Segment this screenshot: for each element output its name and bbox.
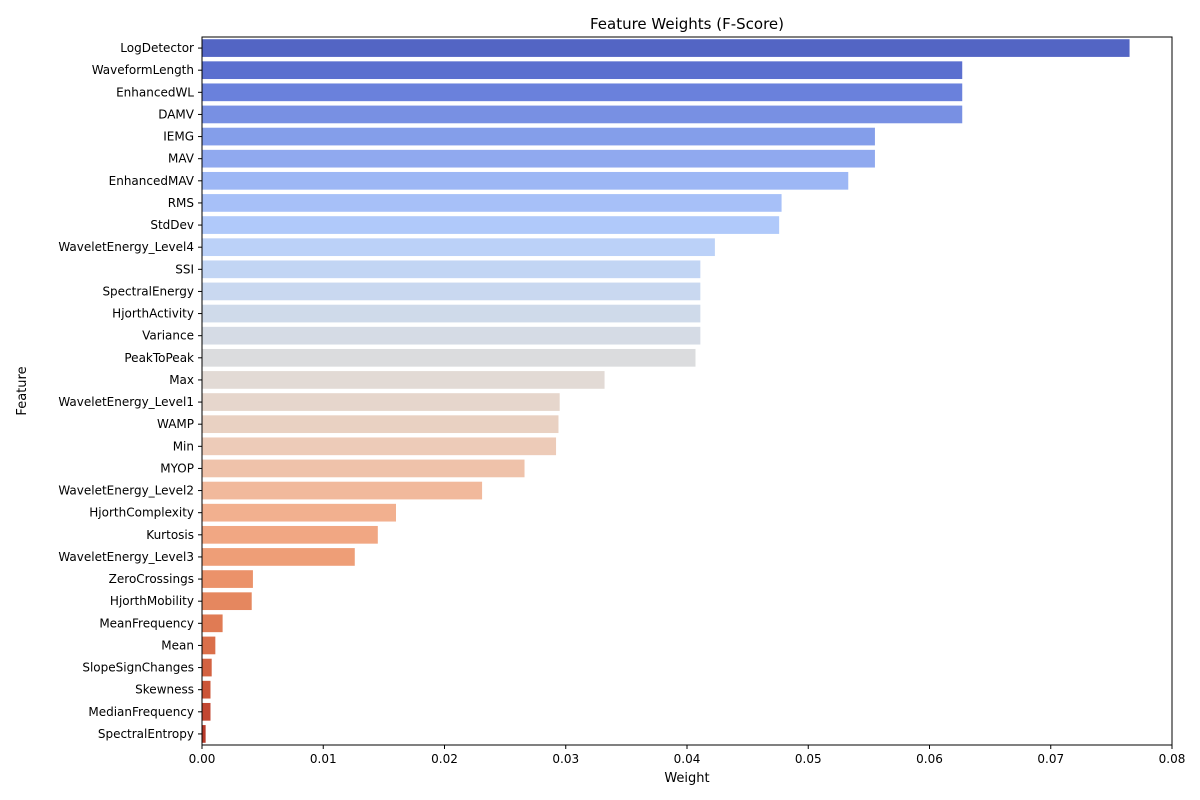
bar-WaveletEnergy_Level2 [202, 481, 483, 500]
y-tick-label: IEMG [163, 130, 194, 144]
y-tick-label: PeakToPeak [124, 351, 194, 365]
bar-Mean [202, 636, 216, 655]
bar-EnhancedMAV [202, 171, 849, 190]
bar-ZeroCrossings [202, 570, 253, 588]
x-tick-label: 0.05 [795, 752, 822, 766]
x-tick-label: 0.04 [674, 752, 701, 766]
x-tick-label: 0.02 [431, 752, 458, 766]
x-tick-label: 0.01 [310, 752, 337, 766]
y-tick-label: MeanFrequency [99, 616, 194, 630]
y-tick-label: RMS [168, 196, 194, 210]
y-tick-label: SpectralEnergy [102, 284, 194, 298]
bar-Min [202, 437, 557, 456]
bar-LogDetector [202, 39, 1130, 57]
bar-RMS [202, 194, 782, 212]
bar-StdDev [202, 216, 780, 234]
y-tick-label: LogDetector [120, 41, 194, 55]
bar-WaveformLength [202, 61, 963, 80]
bar-WaveletEnergy_Level3 [202, 548, 355, 566]
y-tick-label: Max [169, 373, 194, 387]
bar-HjorthMobility [202, 592, 252, 611]
bar-SpectralEntropy [202, 725, 206, 743]
bar-EnhancedWL [202, 83, 963, 102]
y-tick-label: DAMV [158, 107, 195, 121]
y-tick-label: WaveletEnergy_Level1 [58, 395, 194, 409]
bar-HjorthActivity [202, 304, 701, 323]
bar-HjorthComplexity [202, 503, 396, 522]
y-tick-label: MYOP [160, 461, 194, 475]
bar-Skewness [202, 680, 211, 699]
y-tick-label: WAMP [157, 417, 194, 431]
y-tick-label: SSI [175, 262, 194, 276]
y-axis-ticks: LogDetector WaveformLength EnhancedWL DAMV I… [58, 41, 202, 741]
y-tick-label: WaveformLength [92, 63, 194, 77]
bars-layer [202, 39, 1130, 743]
y-tick-label: WaveletEnergy_Level3 [58, 550, 194, 564]
chart-title: Feature Weights (F-Score) [590, 15, 784, 33]
x-axis-ticks: 0.00 0.01 0.02 0.03 0.04 0.05 0.06 0.07 0.08 [189, 745, 1186, 766]
y-tick-label: EnhancedWL [116, 85, 194, 99]
bar-WaveletEnergy_Level1 [202, 393, 560, 411]
x-tick-label: 0.07 [1037, 752, 1064, 766]
y-axis-title: Feature [15, 366, 30, 415]
bar-MeanFrequency [202, 614, 223, 633]
y-tick-label: Mean [161, 638, 194, 652]
bar-SpectralEnergy [202, 282, 701, 301]
y-tick-label: MAV [168, 152, 195, 166]
y-tick-label: StdDev [150, 218, 194, 232]
y-tick-label: Skewness [135, 683, 194, 697]
bar-PeakToPeak [202, 348, 696, 367]
y-tick-label: Kurtosis [146, 528, 194, 542]
y-tick-label: ZeroCrossings [109, 572, 194, 586]
y-tick-label: SpectralEntropy [98, 727, 194, 741]
y-tick-label: Variance [142, 329, 194, 343]
bar-SSI [202, 260, 701, 279]
bar-Kurtosis [202, 525, 378, 544]
bar-IEMG [202, 127, 875, 146]
bar-SlopeSignChanges [202, 658, 212, 677]
y-tick-label: HjorthActivity [112, 307, 194, 321]
x-tick-label: 0.06 [916, 752, 943, 766]
x-tick-label: 0.08 [1159, 752, 1186, 766]
bar-WaveletEnergy_Level4 [202, 238, 715, 257]
bar-DAMV [202, 105, 963, 124]
x-tick-label: 0.00 [189, 752, 216, 766]
y-tick-label: Min [173, 439, 194, 453]
bar-MYOP [202, 459, 525, 478]
bar-Variance [202, 326, 701, 345]
y-tick-label: WaveletEnergy_Level4 [58, 240, 194, 254]
bar-Max [202, 371, 605, 389]
y-tick-label: SlopeSignChanges [82, 661, 194, 675]
bar-MedianFrequency [202, 702, 211, 721]
y-tick-label: HjorthComplexity [89, 506, 194, 520]
x-axis-title: Weight [664, 771, 709, 786]
y-tick-label: WaveletEnergy_Level2 [58, 484, 194, 498]
bar-WAMP [202, 415, 559, 434]
bar-MAV [202, 149, 875, 168]
y-tick-label: EnhancedMAV [109, 174, 195, 188]
x-tick-label: 0.03 [552, 752, 579, 766]
y-tick-label: HjorthMobility [110, 594, 194, 608]
y-tick-label: MedianFrequency [88, 705, 194, 719]
plot-frame [201, 36, 1173, 746]
